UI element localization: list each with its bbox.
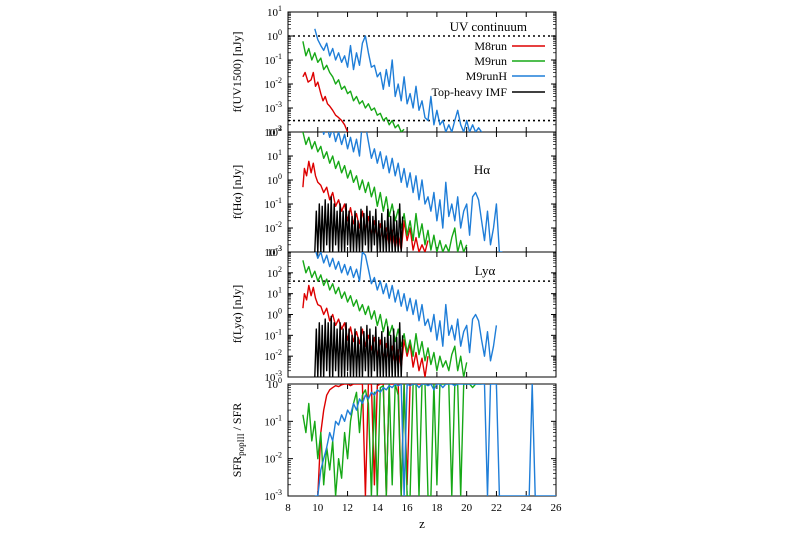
x-tick-label: 24: [521, 502, 533, 514]
y-tick-label-uv: 10-3: [264, 100, 282, 115]
y-tick-label-sfr: 10-3: [264, 488, 282, 503]
panel-halpha-ylabel: f(Hα) [nJy]: [230, 165, 244, 220]
y-tick-label-uv: 101: [267, 4, 282, 19]
x-axis-label: z: [419, 516, 425, 531]
y-tick-label-halpha: 100: [267, 172, 282, 187]
series-line-uv-m9run: [302, 41, 405, 132]
y-tick-label-lyalpha: 100: [267, 307, 282, 322]
panel-lyalpha-title: Lyα: [475, 263, 496, 278]
x-tick-label: 26: [551, 502, 563, 514]
panel-lyalpha-ylabel: f(Lyα) [nJy]: [230, 285, 244, 344]
y-tick-label-halpha: 102: [267, 124, 282, 139]
y-tick-label-sfr: 10-2: [264, 451, 282, 466]
x-tick-label: 16: [402, 502, 414, 514]
y-tick-label-sfr: 10-1: [264, 413, 282, 428]
series-line-uv-m8run: [302, 71, 349, 132]
y-tick-label-halpha: 10-2: [264, 220, 282, 235]
y-tick-label-halpha: 10-1: [264, 196, 282, 211]
legend-label-m9runh: M9runH: [466, 69, 508, 83]
series-line-halpha-m9run: [302, 132, 468, 252]
y-tick-label-uv: 100: [267, 28, 282, 43]
y-tick-label-uv: 10-4: [264, 124, 282, 139]
y-tick-label-uv: 10-2: [264, 76, 282, 91]
y-tick-label-halpha: 101: [267, 148, 282, 163]
x-tick-label: 14: [372, 502, 384, 514]
panel-uv-ylabel: f(UV1500) [nJy]: [230, 32, 244, 113]
series-line-uv-m9runh: [314, 28, 483, 132]
series-line-lyalpha-m8run: [302, 284, 429, 377]
y-tick-label-lyalpha: 10-1: [264, 327, 282, 342]
series-line-lyalpha-m9run: [302, 260, 468, 377]
y-tick-label-lyalpha: 101: [267, 286, 282, 301]
x-tick-label: 10: [312, 502, 324, 514]
panel-sfr-ylabel: SFRpopIII / SFR: [230, 403, 246, 478]
panel-sfr-ylabel-main: SFR: [230, 456, 244, 477]
series-line-sfr-m9runh: [314, 384, 556, 496]
legend-label-m9run: M9run: [474, 54, 507, 68]
y-tick-label-lyalpha: 103: [267, 244, 282, 259]
series-line-halpha-top-heavy-imf: [314, 196, 404, 252]
series-line-halpha-m8run: [302, 160, 429, 252]
panel-sfr-ylabel-tail: / SFR: [230, 403, 244, 434]
y-tick-label-lyalpha: 10-3: [264, 369, 282, 384]
panel-sfr-ylabel-sub: popIII: [236, 433, 246, 456]
x-tick-label: 18: [431, 502, 443, 514]
series-line-lyalpha-m9runh: [315, 252, 498, 362]
series-line-lyalpha-top-heavy-imf: [314, 315, 404, 377]
x-tick-label: 8: [285, 502, 291, 514]
panel-uv-title: UV continuum: [450, 19, 527, 34]
x-tick-label: 22: [491, 502, 502, 514]
y-tick-label-uv: 10-1: [264, 52, 282, 67]
y-tick-label-lyalpha: 10-2: [264, 348, 282, 363]
x-tick-label: 20: [461, 502, 473, 514]
panel-halpha-title: Hα: [474, 162, 490, 177]
x-tick-label: 12: [342, 502, 353, 514]
y-tick-label-lyalpha: 102: [267, 265, 282, 280]
legend-label-top-heavy-imf: Top-heavy IMF: [432, 85, 508, 99]
series-layer: [302, 28, 556, 496]
y-tick-label-halpha: 10-3: [264, 244, 282, 259]
axes-layer: 10-410-310-210-110010110-310-210-1100101…: [264, 4, 562, 514]
legend: M8run M9run M9runH Top-heavy IMF: [432, 39, 545, 99]
y-tick-label-sfr: 100: [267, 376, 282, 391]
series-line-halpha-m9runh: [322, 132, 503, 252]
legend-label-m8run: M8run: [474, 39, 507, 53]
